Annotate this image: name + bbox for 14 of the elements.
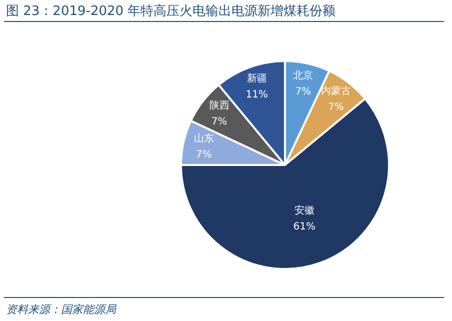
data-label: 11% [246,89,268,100]
data-label: 7% [295,86,312,98]
slice-label: 安徽 [294,204,314,216]
slice-label: 山东 [194,132,214,144]
slice-label: 内蒙古 [320,84,351,97]
data-label: 7% [328,102,344,113]
slice-label: 北京 [293,69,314,82]
data-label: 7% [211,116,228,128]
text: 资料来源：国家能源局 [6,302,116,317]
data-label: 61% [293,221,316,232]
chart-title: 图 23：2019-2020 年特高压火电输出电源新增煤耗份额 [6,3,336,20]
slice-label: 陕西 [209,100,230,112]
slice-label: 新疆 [246,72,267,84]
data-label: 7% [196,149,212,160]
